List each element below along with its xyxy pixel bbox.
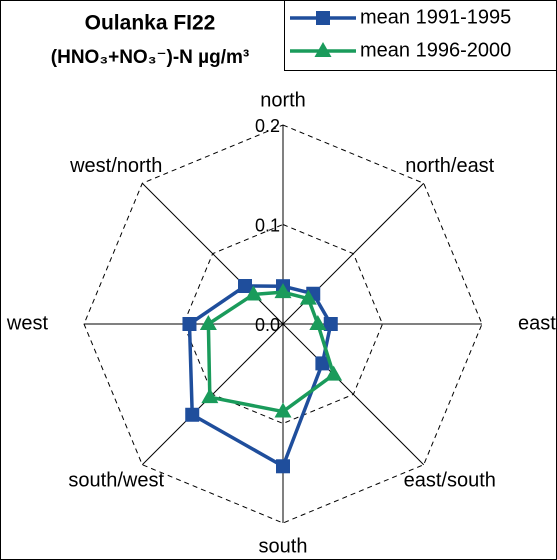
category-label: west (6, 312, 49, 334)
data-marker (274, 283, 292, 299)
data-marker (299, 289, 317, 305)
chart-title: Oulanka FI22 (85, 12, 216, 35)
category-label: east/south (404, 469, 496, 491)
r-tick-label: 0.2 (255, 116, 280, 136)
r-tick-label: 0.1 (255, 215, 280, 235)
category-label: north (260, 89, 306, 111)
data-marker (315, 356, 330, 371)
category-label: south/west (68, 469, 164, 491)
category-label: north/east (405, 155, 494, 177)
chart-subtitle: (HNO₃+NO₃⁻)-N µg/m³ (51, 47, 249, 68)
data-marker (185, 407, 200, 422)
r-tick-label: 0.0 (255, 315, 280, 335)
category-label: east (518, 312, 556, 334)
data-marker (276, 459, 290, 474)
data-marker (244, 285, 262, 301)
spoke (141, 182, 284, 325)
category-label: south (259, 535, 308, 557)
category-label: west/north (69, 155, 162, 177)
data-marker (238, 279, 253, 294)
data-marker (274, 402, 292, 418)
legend-marker (314, 42, 332, 57)
data-marker (323, 317, 338, 331)
data-marker (309, 315, 327, 330)
data-marker (325, 365, 343, 381)
grid-ring (182, 223, 384, 425)
data-marker (199, 315, 217, 330)
spoke (282, 323, 425, 466)
legend-label: mean 1991-1995 (360, 6, 511, 28)
data-marker (201, 388, 219, 404)
legend-label: mean 1996-2000 (360, 39, 511, 61)
legend-marker (316, 11, 330, 25)
data-marker (182, 317, 197, 331)
